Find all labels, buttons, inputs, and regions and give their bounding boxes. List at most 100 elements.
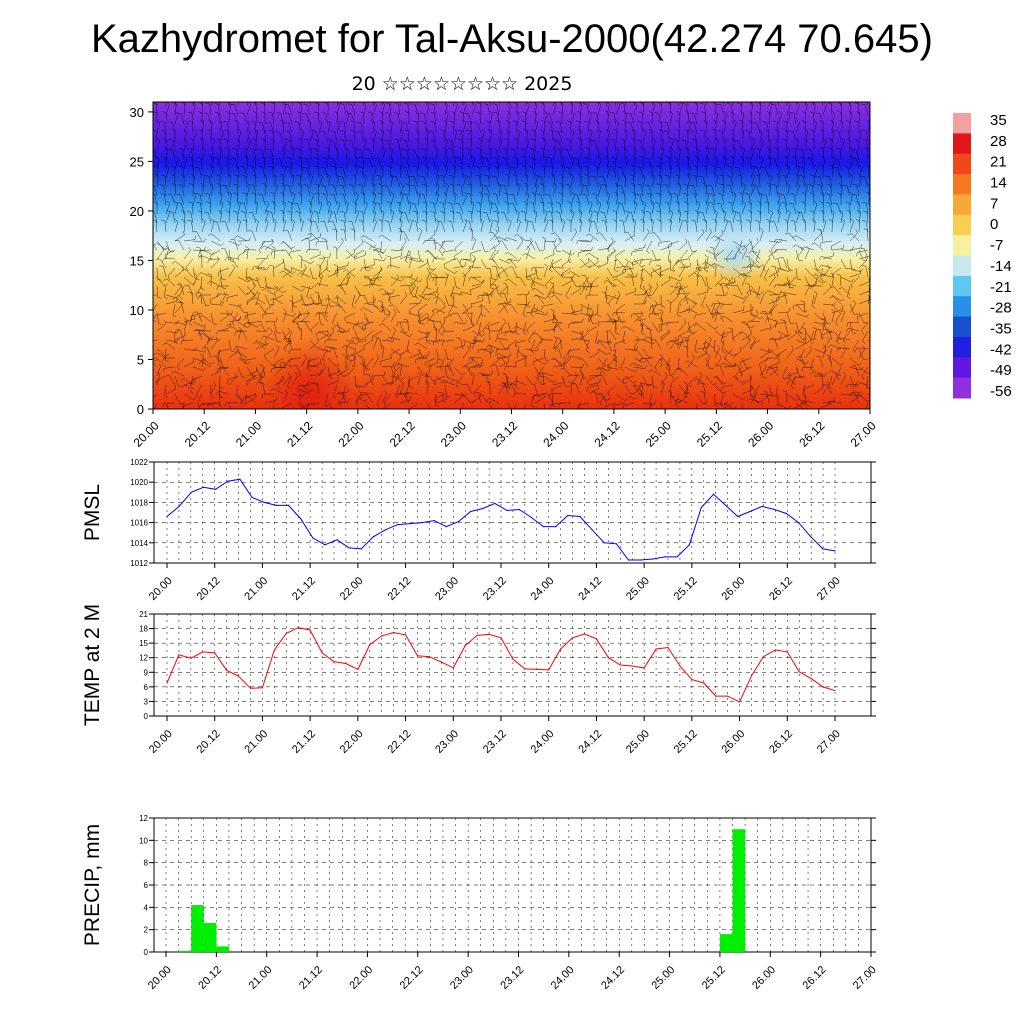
wind-barb-feather (669, 146, 673, 150)
wind-barb (705, 249, 716, 256)
wind-barb-feather (543, 209, 548, 213)
wind-barb-feather (405, 174, 410, 177)
wind-barb-feather (515, 276, 520, 279)
wind-barb (399, 158, 404, 170)
wind-barb (208, 176, 212, 188)
wind-barb (181, 203, 185, 215)
wind-barb-feather (692, 354, 695, 359)
wind-barb (604, 285, 608, 297)
wind-barb (505, 158, 509, 170)
wind-barb (651, 321, 659, 332)
wind-barb (666, 357, 671, 369)
wind-barb-feather (350, 120, 355, 123)
wind-barb-feather (588, 257, 590, 262)
wind-barb (408, 276, 419, 283)
wind-barb-feather (727, 166, 732, 168)
wind-barb-feather (822, 344, 827, 348)
wind-barb (498, 356, 510, 359)
wind-barb-feather (658, 128, 663, 132)
wind-barb-feather (552, 93, 555, 95)
wind-barb-feather (565, 295, 569, 299)
wind-barb (344, 312, 356, 318)
wind-barb-feather (462, 272, 466, 276)
wind-barb-feather (851, 269, 856, 271)
wind-barb (839, 148, 842, 161)
wind-barb-feather (540, 183, 544, 186)
wind-barb (327, 212, 332, 224)
wind-barb-feather (625, 209, 629, 213)
wind-barb-feather (502, 95, 506, 96)
wind-barb-feather (493, 165, 498, 168)
wind-barb-feather (810, 174, 815, 177)
wind-barb-feather (531, 267, 534, 271)
wind-barb (354, 242, 364, 251)
wind-barb-feather (322, 156, 327, 159)
wind-barb-feather (280, 209, 285, 213)
wind-barb (448, 303, 455, 314)
wind-barb (398, 104, 401, 116)
wind-barb (353, 337, 365, 341)
wind-barb-feather (312, 130, 317, 132)
wind-barb-feather (442, 146, 447, 150)
wind-barb-feather (175, 93, 178, 95)
wind-barb-feather (310, 329, 313, 334)
wind-barb (786, 167, 791, 179)
wind-barb-feather (646, 228, 650, 233)
wind-barb (264, 320, 277, 323)
wind-barb (633, 203, 638, 215)
wind-barb-feather (495, 229, 498, 234)
wind-barb-feather (862, 345, 866, 349)
wind-barb-feather (445, 110, 449, 114)
wind-barb-feather (449, 183, 454, 186)
wind-barb-feather (492, 157, 497, 159)
wind-barb (226, 122, 230, 134)
wind-barb (813, 167, 818, 179)
wind-barb-feather (677, 209, 681, 213)
wind-barb-feather (598, 182, 602, 186)
wind-barb-feather (611, 156, 616, 159)
wind-barb-feather (617, 317, 620, 322)
wind-barb (629, 266, 635, 278)
wind-barb-feather (198, 294, 201, 299)
wind-barb-feather (747, 290, 751, 294)
wind-barb-feather (408, 254, 413, 258)
wind-barb (785, 203, 788, 215)
wind-barb (748, 194, 752, 206)
wind-barb-feather (196, 193, 201, 195)
wind-barb (196, 231, 203, 242)
wind-barb (389, 336, 401, 341)
wind-barb-feather (521, 354, 526, 357)
wind-barb-feather (181, 218, 186, 222)
wind-barb (382, 306, 392, 314)
wind-barb-feather (772, 300, 776, 304)
wind-barb (505, 149, 509, 161)
wind-barb (174, 375, 179, 387)
wind-barb (650, 338, 653, 350)
wind-barb (508, 339, 518, 347)
wind-barb-feather (313, 210, 318, 213)
wind-barb-feather (653, 386, 658, 389)
wind-barb-feather (274, 93, 277, 96)
wind-barb-feather (370, 279, 372, 284)
wind-barb-feather (601, 183, 606, 186)
wind-barb-feather (276, 112, 281, 114)
wind-barb-feather (642, 318, 646, 321)
wind-barb-feather (694, 350, 699, 354)
wind-barb (444, 258, 455, 265)
wind-barb-feather (651, 339, 656, 341)
wind-barb (705, 321, 715, 330)
wind-barb (678, 212, 682, 224)
wind-barb (714, 140, 719, 152)
wind-barb-feather (726, 220, 731, 222)
wind-barb (732, 122, 737, 134)
wind-barb-feather (188, 246, 191, 251)
wind-barb (597, 357, 606, 367)
wind-barb (597, 348, 608, 356)
wind-barb-feather (433, 296, 438, 299)
wind-barb-feather (755, 260, 760, 264)
wind-barb-feather (622, 269, 624, 274)
wind-barb (579, 131, 582, 143)
wind-barb (552, 357, 563, 365)
wind-barb (174, 104, 177, 116)
wind-barb (804, 248, 810, 260)
